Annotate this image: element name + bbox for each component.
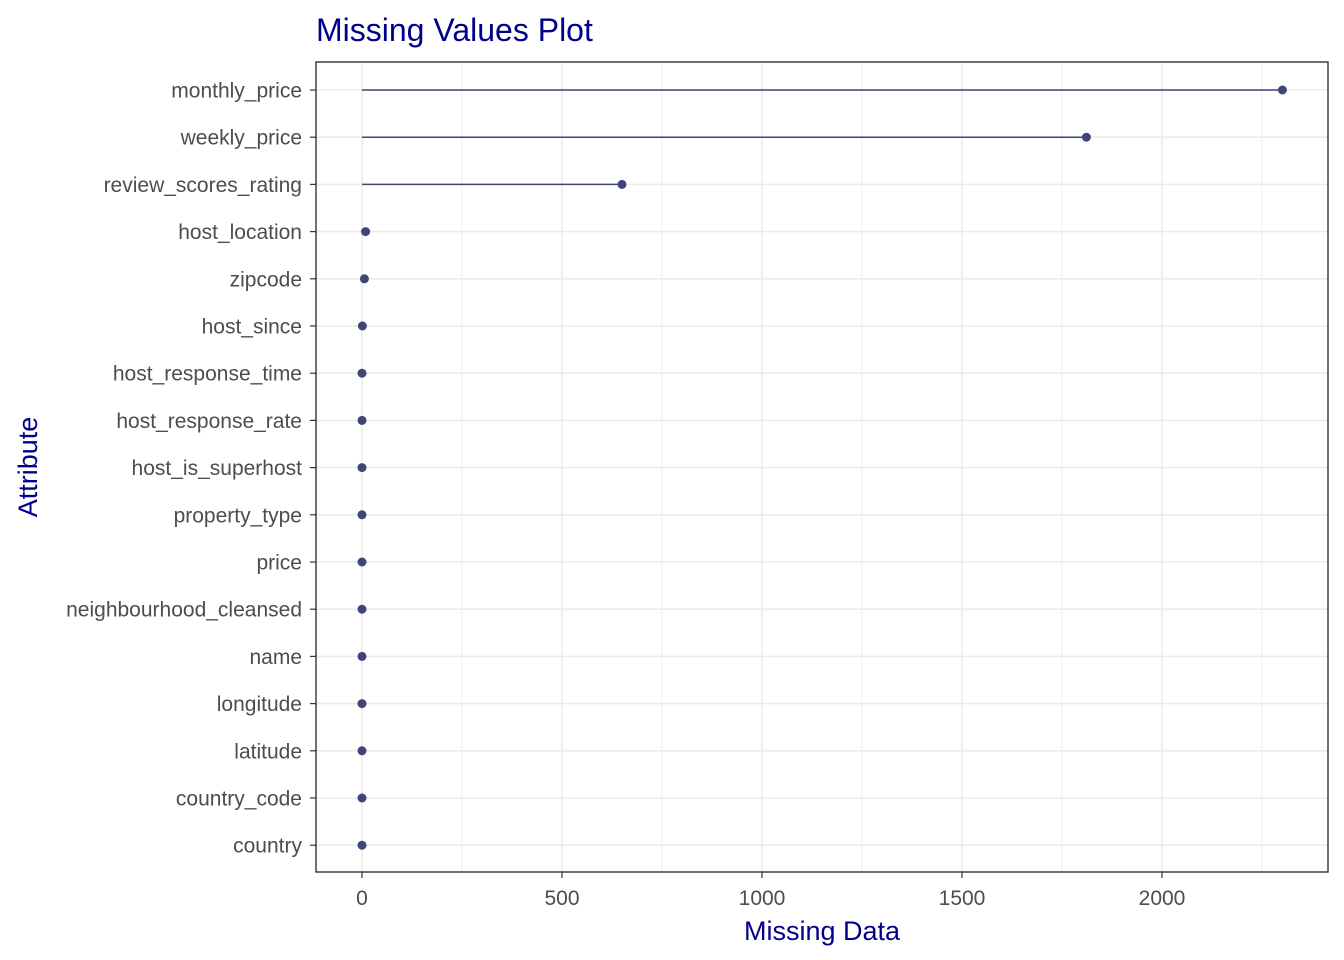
y-tick-label: neighbourhood_cleansed [66,599,302,622]
lollipop-point [357,651,367,661]
marks-layer [357,85,1287,850]
lollipop-point [357,840,367,850]
lollipop-point [359,274,369,284]
lollipop-point [357,746,367,756]
lollipop-point [357,604,367,614]
y-tick-label: price [256,552,302,575]
x-axis-title: Missing Data [744,916,901,946]
lollipop-point [357,793,367,803]
lollipop-point [617,179,627,189]
y-tick-label: latitude [234,740,302,763]
lollipop-point [1277,85,1287,95]
y-tick-label: host_is_superhost [132,457,303,480]
lollipop-point [357,368,367,378]
lollipop-point [357,463,367,473]
y-tick-label: host_response_rate [116,410,302,433]
lollipop-point [357,321,367,331]
y-tick-label: host_location [178,221,302,244]
y-tick-label: review_scores_rating [104,174,302,197]
x-tick-label: 0 [356,887,368,910]
y-tick-label: monthly_price [171,80,302,103]
x-tick-label: 500 [544,887,579,910]
x-tick-label: 1000 [739,887,786,910]
lollipop-point [357,415,367,425]
y-tick-label: property_type [174,504,302,527]
y-tick-label: name [249,646,302,669]
lollipop-point [357,557,367,567]
y-tick-label: weekly_price [180,127,302,150]
y-tick-label: host_response_time [113,363,302,386]
lollipop-point [361,227,371,237]
chart-title: Missing Values Plot [316,12,593,48]
y-axis-title: Attribute [13,417,43,518]
x-tick-label: 2000 [1139,887,1186,910]
y-tick-label: country [233,835,302,858]
lollipop-point [357,510,367,520]
y-tick-label: zipcode [230,268,302,291]
x-tick-label: 1500 [939,887,986,910]
y-tick-label: longitude [217,693,302,716]
y-tick-label: host_since [202,316,302,339]
y-tick-label: country_code [176,788,302,811]
lollipop-point [1081,132,1091,142]
y-axis: monthly_price weekly_price review_scores_r… [66,80,316,858]
lollipop-point [357,699,367,709]
x-axis: 0 500 1000 1500 2000 [356,872,1185,910]
